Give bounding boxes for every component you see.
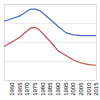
svg-text:1985: 1985 [47, 82, 53, 96]
svg-text:1990: 1990 [55, 82, 61, 96]
svg-text:1970: 1970 [24, 82, 30, 96]
svg-text:1980: 1980 [40, 82, 46, 96]
svg-text:2000: 2000 [70, 82, 76, 96]
svg-text:1965: 1965 [17, 82, 23, 96]
svg-text:2005: 2005 [78, 82, 84, 96]
svg-text:1975: 1975 [32, 82, 38, 96]
svg-text:1960: 1960 [9, 82, 15, 96]
svg-text:2010: 2010 [86, 82, 92, 96]
svg-text:1995: 1995 [63, 82, 69, 96]
svg-text:2015: 2015 [93, 82, 99, 96]
